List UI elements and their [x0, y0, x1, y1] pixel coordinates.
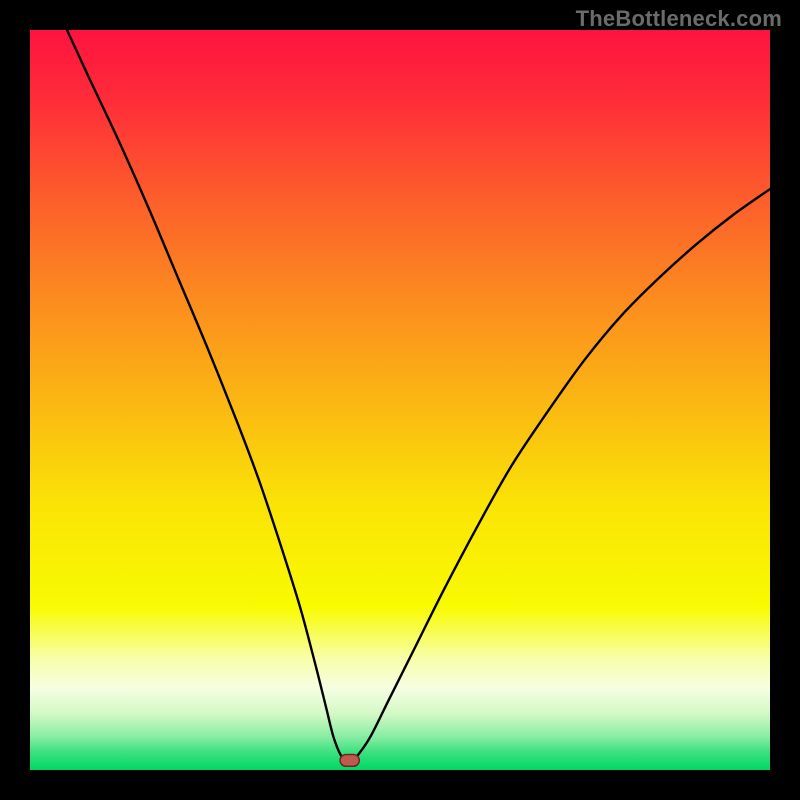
plot-area: [30, 30, 770, 770]
gradient-background: [30, 30, 770, 770]
plot-svg: [30, 30, 770, 770]
minimum-marker: [340, 754, 359, 766]
watermark: TheBottleneck.com: [576, 6, 782, 32]
chart-container: TheBottleneck.com: [0, 0, 800, 800]
